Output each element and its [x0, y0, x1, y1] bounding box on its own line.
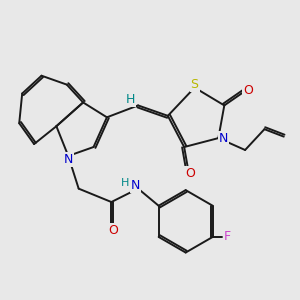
Text: N: N: [219, 132, 228, 145]
Text: O: O: [108, 224, 118, 237]
Text: F: F: [224, 230, 231, 243]
Text: S: S: [190, 78, 199, 91]
Text: H: H: [121, 178, 129, 188]
Text: O: O: [185, 167, 195, 180]
Text: O: O: [243, 84, 253, 97]
Text: N: N: [131, 179, 140, 192]
Text: H: H: [126, 93, 135, 106]
Text: N: N: [64, 153, 73, 166]
